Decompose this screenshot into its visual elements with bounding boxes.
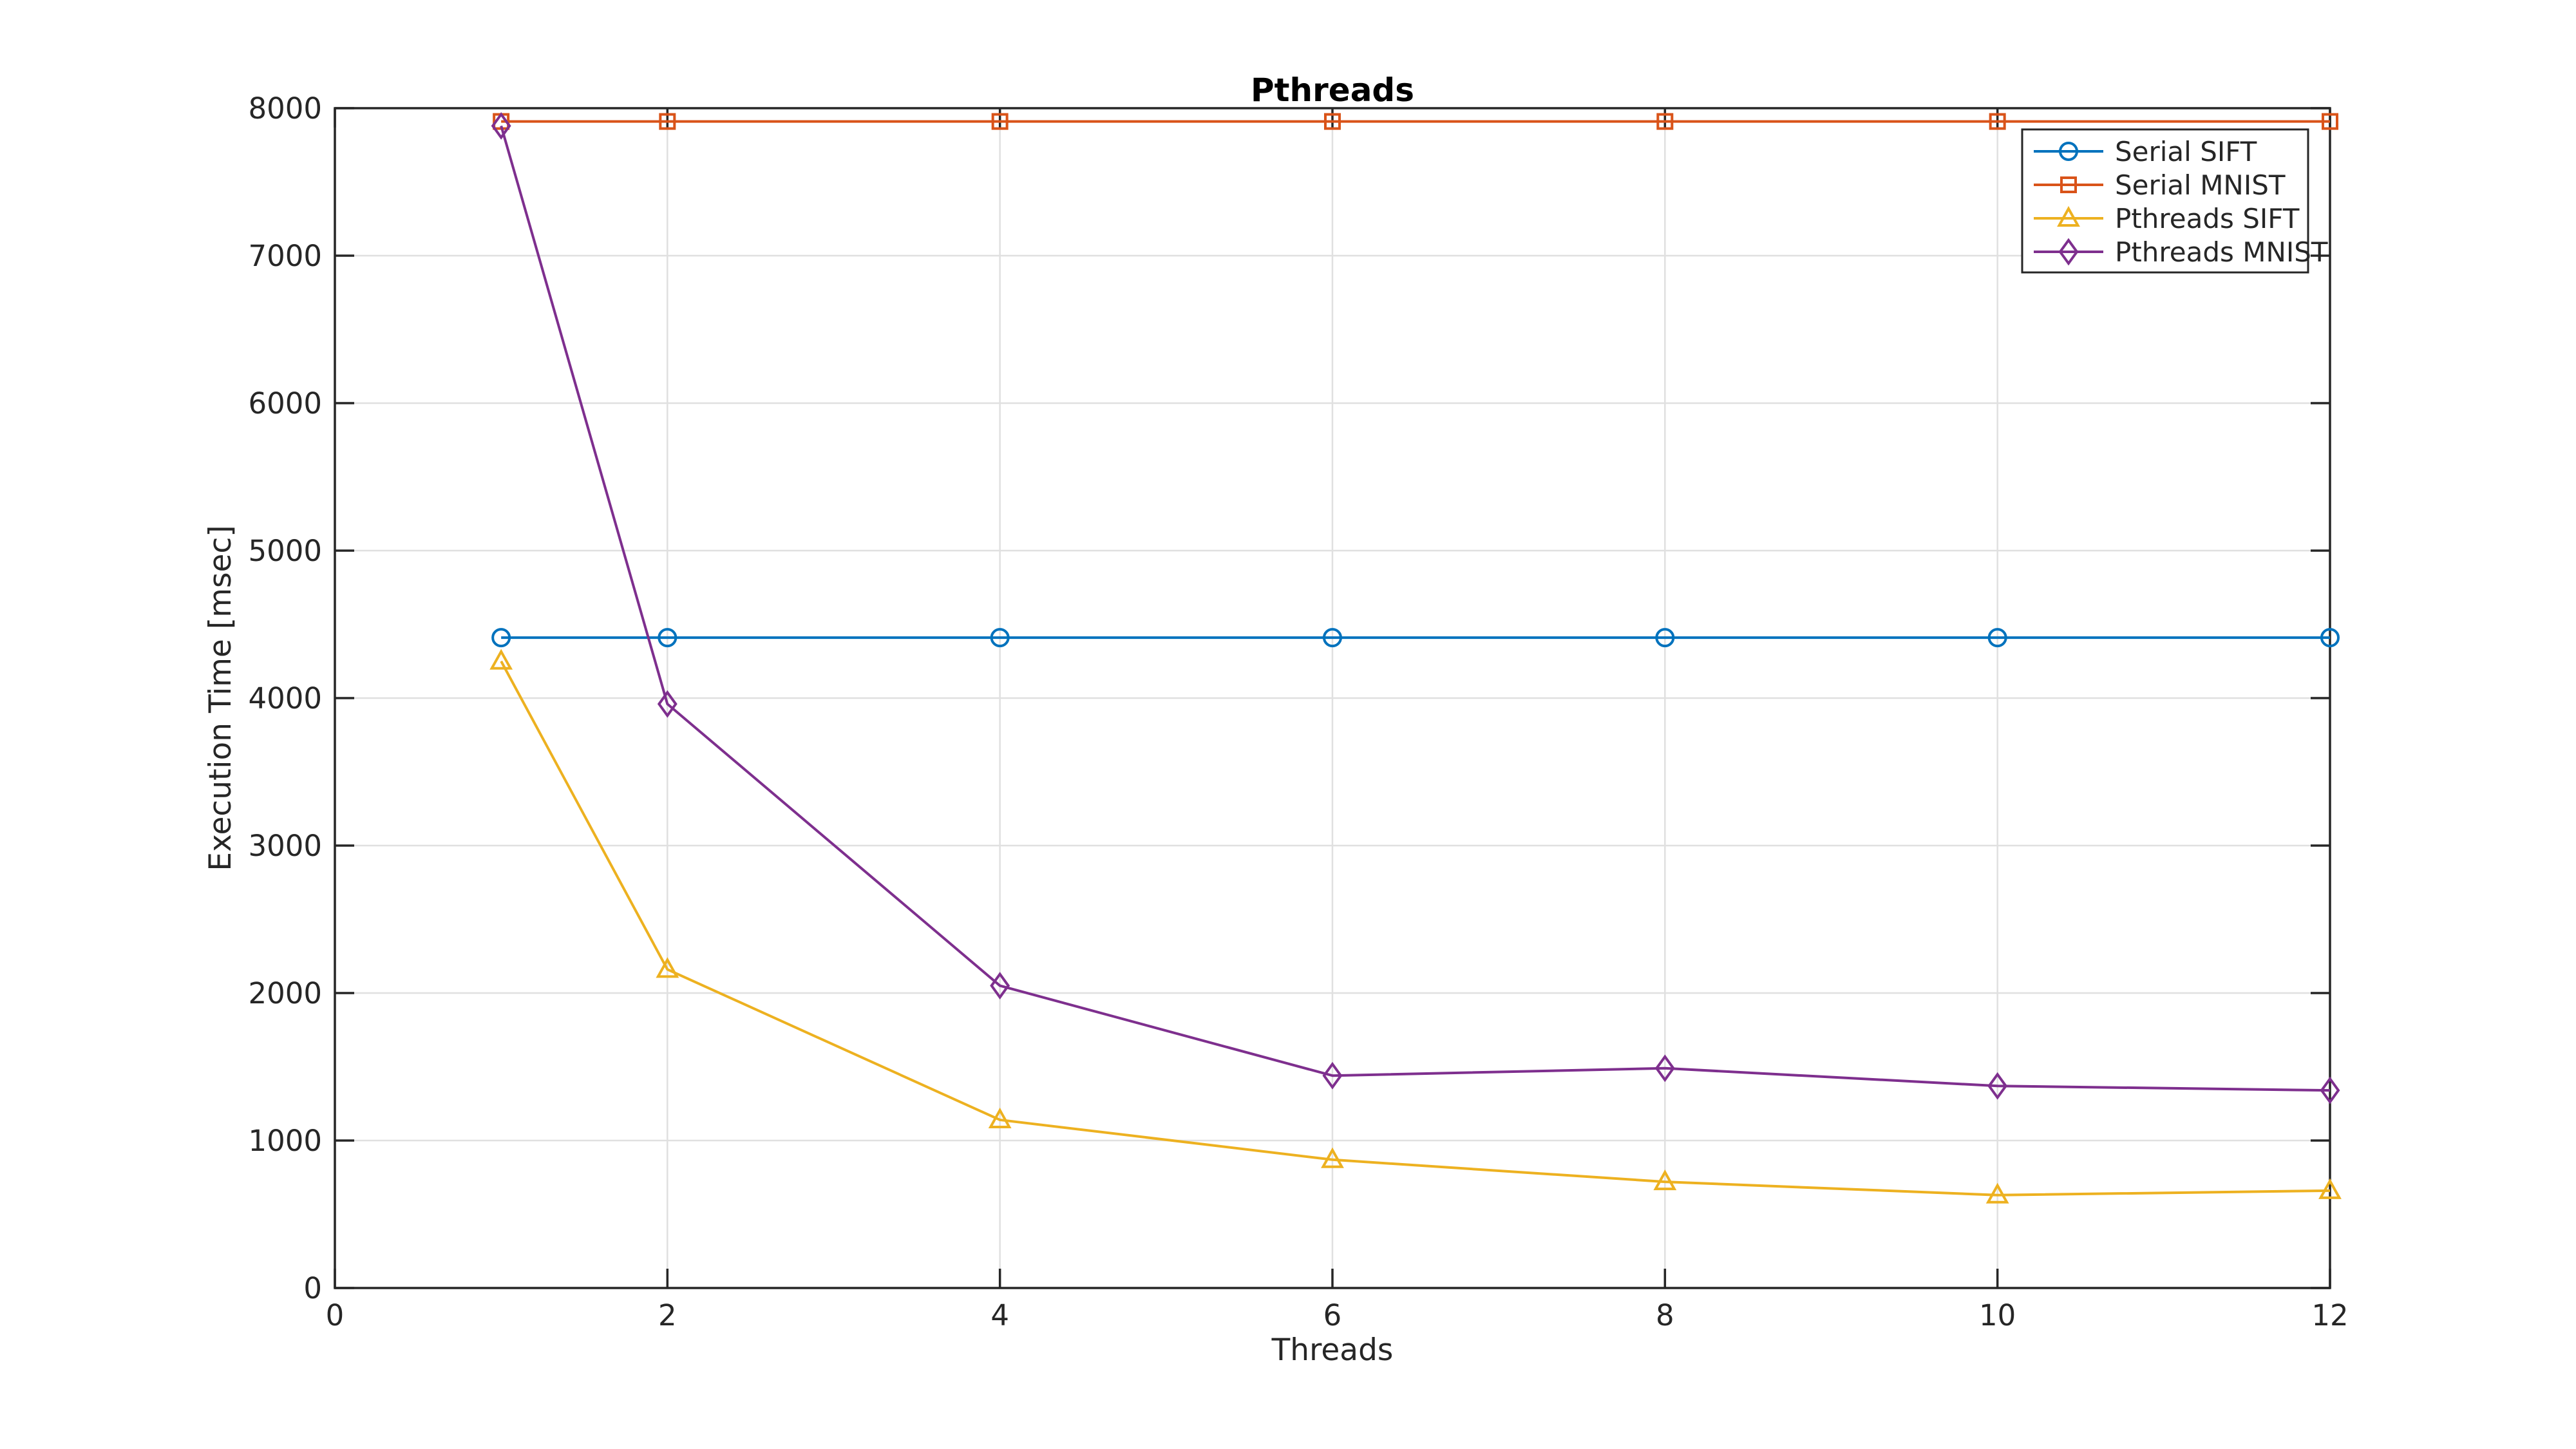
serial-sift-marker — [1323, 628, 1342, 648]
legend-item-pthreads-mnist: Pthreads MNIST — [2034, 236, 2328, 268]
pthreads-sift-marker — [988, 1107, 1012, 1128]
serial-sift-marker — [990, 628, 1010, 648]
pthreads-mnist-marker — [990, 972, 1010, 999]
serial-sift-marker — [491, 628, 511, 648]
chart-title: Pthreads — [1251, 71, 1414, 109]
legend-item-pthreads-sift: Pthreads SIFT — [2034, 203, 2300, 234]
serial-sift-marker — [1987, 628, 2007, 648]
serial-mnist-marker — [1989, 113, 2006, 130]
y-tick-label-4000: 4000 — [248, 681, 322, 715]
legend-label-serial-mnist: Serial MNIST — [2115, 169, 2286, 201]
pthreads-sift-marker — [656, 957, 679, 978]
legend-item-serial-mnist: Serial MNIST — [2034, 169, 2286, 201]
pthreads-sift-line — [500, 660, 2331, 1197]
pthreads-sift-legend-marker — [2057, 205, 2080, 227]
y-tick-label-5000: 5000 — [248, 534, 322, 568]
series-layer — [489, 112, 2342, 1204]
pthreads-mnist-marker — [1654, 1054, 1675, 1083]
pthreads-mnist-marker — [491, 112, 511, 140]
serial-sift-marker — [2320, 628, 2340, 648]
legend-item-serial-sift: Serial SIFT — [2034, 136, 2257, 167]
series-pthreads-mnist — [491, 112, 2340, 1104]
legend-label-pthreads-sift: Pthreads SIFT — [2115, 203, 2300, 234]
x-tick-label-12: 12 — [2311, 1298, 2348, 1332]
pthreads-mnist-marker — [1987, 1072, 2008, 1100]
pthreads-sift-marker — [489, 649, 513, 670]
x-tick-label-10: 10 — [1979, 1298, 2016, 1332]
series-pthreads-sift — [489, 649, 2342, 1204]
legend-label-serial-sift: Serial SIFT — [2115, 136, 2257, 167]
x-tick-label-0: 0 — [326, 1298, 345, 1332]
x-tick-label-2: 2 — [658, 1298, 677, 1332]
y-tick-label-1000: 1000 — [248, 1124, 322, 1158]
y-tick-label-0: 0 — [303, 1271, 322, 1305]
x-axis-label: Threads — [1271, 1332, 1394, 1368]
x-tick-label-4: 4 — [990, 1298, 1009, 1332]
y-tick-label-6000: 6000 — [248, 386, 322, 421]
serial-mnist-legend-marker — [2060, 176, 2077, 193]
legend-box — [2021, 128, 2309, 274]
pthreads-sift-marker — [1985, 1182, 2009, 1204]
y-tick-label-2000: 2000 — [248, 976, 322, 1010]
pthreads-sift-marker — [1321, 1147, 1344, 1168]
pthreads-mnist-marker — [2320, 1076, 2340, 1104]
legend-label-pthreads-mnist: Pthreads MNIST — [2115, 236, 2328, 268]
serial-mnist-marker — [2322, 113, 2338, 130]
serial-mnist-marker — [659, 113, 676, 130]
serial-sift-marker — [658, 628, 677, 648]
serial-mnist-marker — [991, 113, 1009, 130]
serial-mnist-marker — [1656, 113, 1674, 130]
axes-layer: 0 2 4 6 8 10 12 0 1000 2000 3000 4000 5000 6000 7000 80… — [248, 91, 2348, 1332]
pthreads-mnist-marker — [1322, 1061, 1343, 1090]
x-tick-label-6: 6 — [1323, 1298, 1342, 1332]
series-serial-sift — [491, 628, 2340, 648]
pthreads-mnist-line — [500, 125, 2331, 1092]
pthreads-sift-marker — [1653, 1170, 1677, 1191]
series-serial-mnist — [493, 113, 2338, 130]
pthreads-mnist-marker — [657, 690, 677, 718]
y-tick-label-8000: 8000 — [248, 91, 322, 126]
y-tick-label-3000: 3000 — [248, 829, 322, 863]
serial-mnist-marker — [1324, 113, 1341, 130]
grid-layer — [335, 108, 2330, 1288]
y-axis-label: Execution Time [msec] — [203, 525, 238, 871]
serial-sift-legend-marker — [2059, 142, 2078, 161]
x-tick-label-8: 8 — [1656, 1298, 1674, 1332]
pthreads-mnist-legend-marker — [2058, 238, 2079, 266]
y-tick-label-7000: 7000 — [248, 239, 322, 273]
pthreads-sift-marker — [2318, 1178, 2342, 1199]
serial-sift-marker — [1655, 628, 1675, 648]
